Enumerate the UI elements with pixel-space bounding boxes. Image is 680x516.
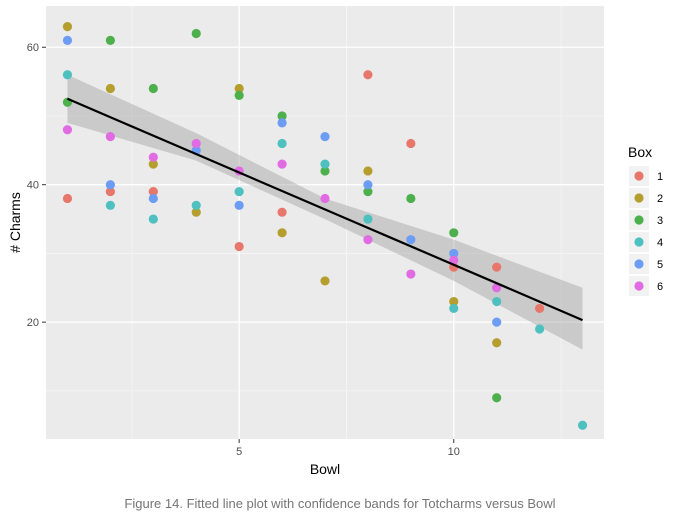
data-point-box-2 — [148, 159, 158, 169]
plot-panel — [46, 6, 604, 439]
data-point-box-4 — [320, 159, 330, 169]
data-point-box-2 — [105, 83, 115, 94]
legend-label-box-4: 4 — [657, 237, 663, 249]
x-tick-label: 10 — [448, 446, 460, 458]
data-point-box-4 — [449, 303, 459, 314]
legend-label-box-2: 2 — [657, 193, 663, 205]
data-point-box-3 — [234, 90, 244, 100]
data-point-box-3 — [363, 186, 373, 197]
data-point-box-5 — [105, 180, 115, 190]
data-point-box-1 — [148, 186, 158, 197]
data-point-box-3 — [406, 193, 416, 204]
legend-key-box-1 — [634, 171, 644, 181]
legend-key-box-2 — [634, 193, 644, 203]
legend-label-box-3: 3 — [657, 215, 663, 227]
data-point-box-5 — [234, 200, 244, 210]
legend-key-box-3 — [634, 215, 644, 225]
y-axis-title: # Charms — [7, 192, 23, 253]
data-point-box-1 — [234, 241, 244, 252]
data-point-box-6 — [148, 152, 158, 162]
data-point-box-4 — [577, 420, 588, 430]
data-point-box-4 — [191, 200, 201, 210]
data-point-box-6 — [320, 193, 330, 204]
axes: 5 10 20 40 60 — [27, 42, 460, 458]
data-point-box-3 — [105, 35, 115, 45]
data-point-box-2 — [191, 207, 201, 217]
data-point-box-5 — [449, 248, 459, 259]
data-point-box-1 — [492, 262, 502, 272]
data-point-box-4 — [148, 214, 158, 224]
data-point-box-3 — [320, 166, 330, 176]
fit-line-layer — [67, 97, 583, 322]
data-point-box-5 — [492, 317, 502, 327]
legend-title: Box — [628, 144, 652, 160]
data-point-box-5 — [62, 35, 73, 45]
data-point-box-4 — [363, 214, 373, 224]
fit-line — [67, 97, 583, 322]
data-point-box-3 — [191, 28, 201, 39]
y-tick-label: 40 — [27, 180, 39, 192]
data-point-box-1 — [105, 186, 115, 197]
data-point-box-4 — [105, 200, 115, 210]
data-point-box-3 — [492, 393, 502, 403]
legend-label-box-6: 6 — [657, 281, 663, 293]
data-point-box-4 — [62, 70, 73, 80]
data-point-box-5 — [148, 193, 158, 204]
data-point-box-5 — [320, 131, 330, 142]
data-point-box-6 — [105, 131, 115, 142]
data-point-box-5 — [363, 180, 373, 190]
data-point-box-1 — [363, 70, 373, 80]
data-point-box-6 — [406, 269, 416, 279]
data-point-box-2 — [234, 83, 244, 94]
data-point-box-1 — [62, 193, 73, 204]
data-point-box-6 — [191, 138, 201, 149]
data-point-box-2 — [449, 296, 459, 307]
data-point-box-2 — [320, 276, 330, 286]
legend-key-box-4 — [634, 237, 644, 247]
points-layer — [62, 22, 588, 430]
legend-key-box-5 — [634, 259, 644, 269]
x-axis-title: Bowl — [310, 461, 340, 477]
data-point-box-4 — [234, 186, 244, 197]
x-tick-label: 5 — [236, 446, 242, 458]
data-point-box-2 — [62, 22, 73, 32]
y-tick-label: 60 — [27, 42, 39, 54]
data-point-box-5 — [277, 118, 287, 128]
data-point-box-2 — [277, 228, 287, 238]
data-point-box-3 — [277, 111, 287, 121]
data-point-box-3 — [148, 83, 158, 94]
data-point-box-1 — [277, 207, 287, 217]
y-tick-label: 20 — [27, 317, 39, 329]
data-point-box-4 — [277, 138, 287, 149]
data-point-box-4 — [535, 324, 545, 334]
data-point-box-2 — [492, 338, 502, 348]
data-point-box-1 — [535, 303, 545, 314]
data-point-box-6 — [62, 125, 73, 135]
data-point-box-5 — [406, 235, 416, 245]
legend-label-box-5: 5 — [657, 259, 663, 271]
data-point-box-3 — [449, 228, 459, 238]
data-point-box-1 — [406, 138, 416, 149]
figure-caption: Figure 14. Fitted line plot with confide… — [124, 496, 556, 511]
legend-key-box-6 — [634, 281, 644, 291]
grid-lines — [46, 6, 604, 439]
data-point-box-6 — [277, 159, 287, 169]
data-point-box-6 — [363, 235, 373, 245]
legend-label-box-1: 1 — [657, 171, 663, 183]
data-point-box-4 — [492, 296, 502, 307]
data-point-box-2 — [363, 166, 373, 176]
legend: Box 1 2 3 4 5 6 — [628, 144, 663, 296]
data-point-box-6 — [492, 283, 502, 293]
